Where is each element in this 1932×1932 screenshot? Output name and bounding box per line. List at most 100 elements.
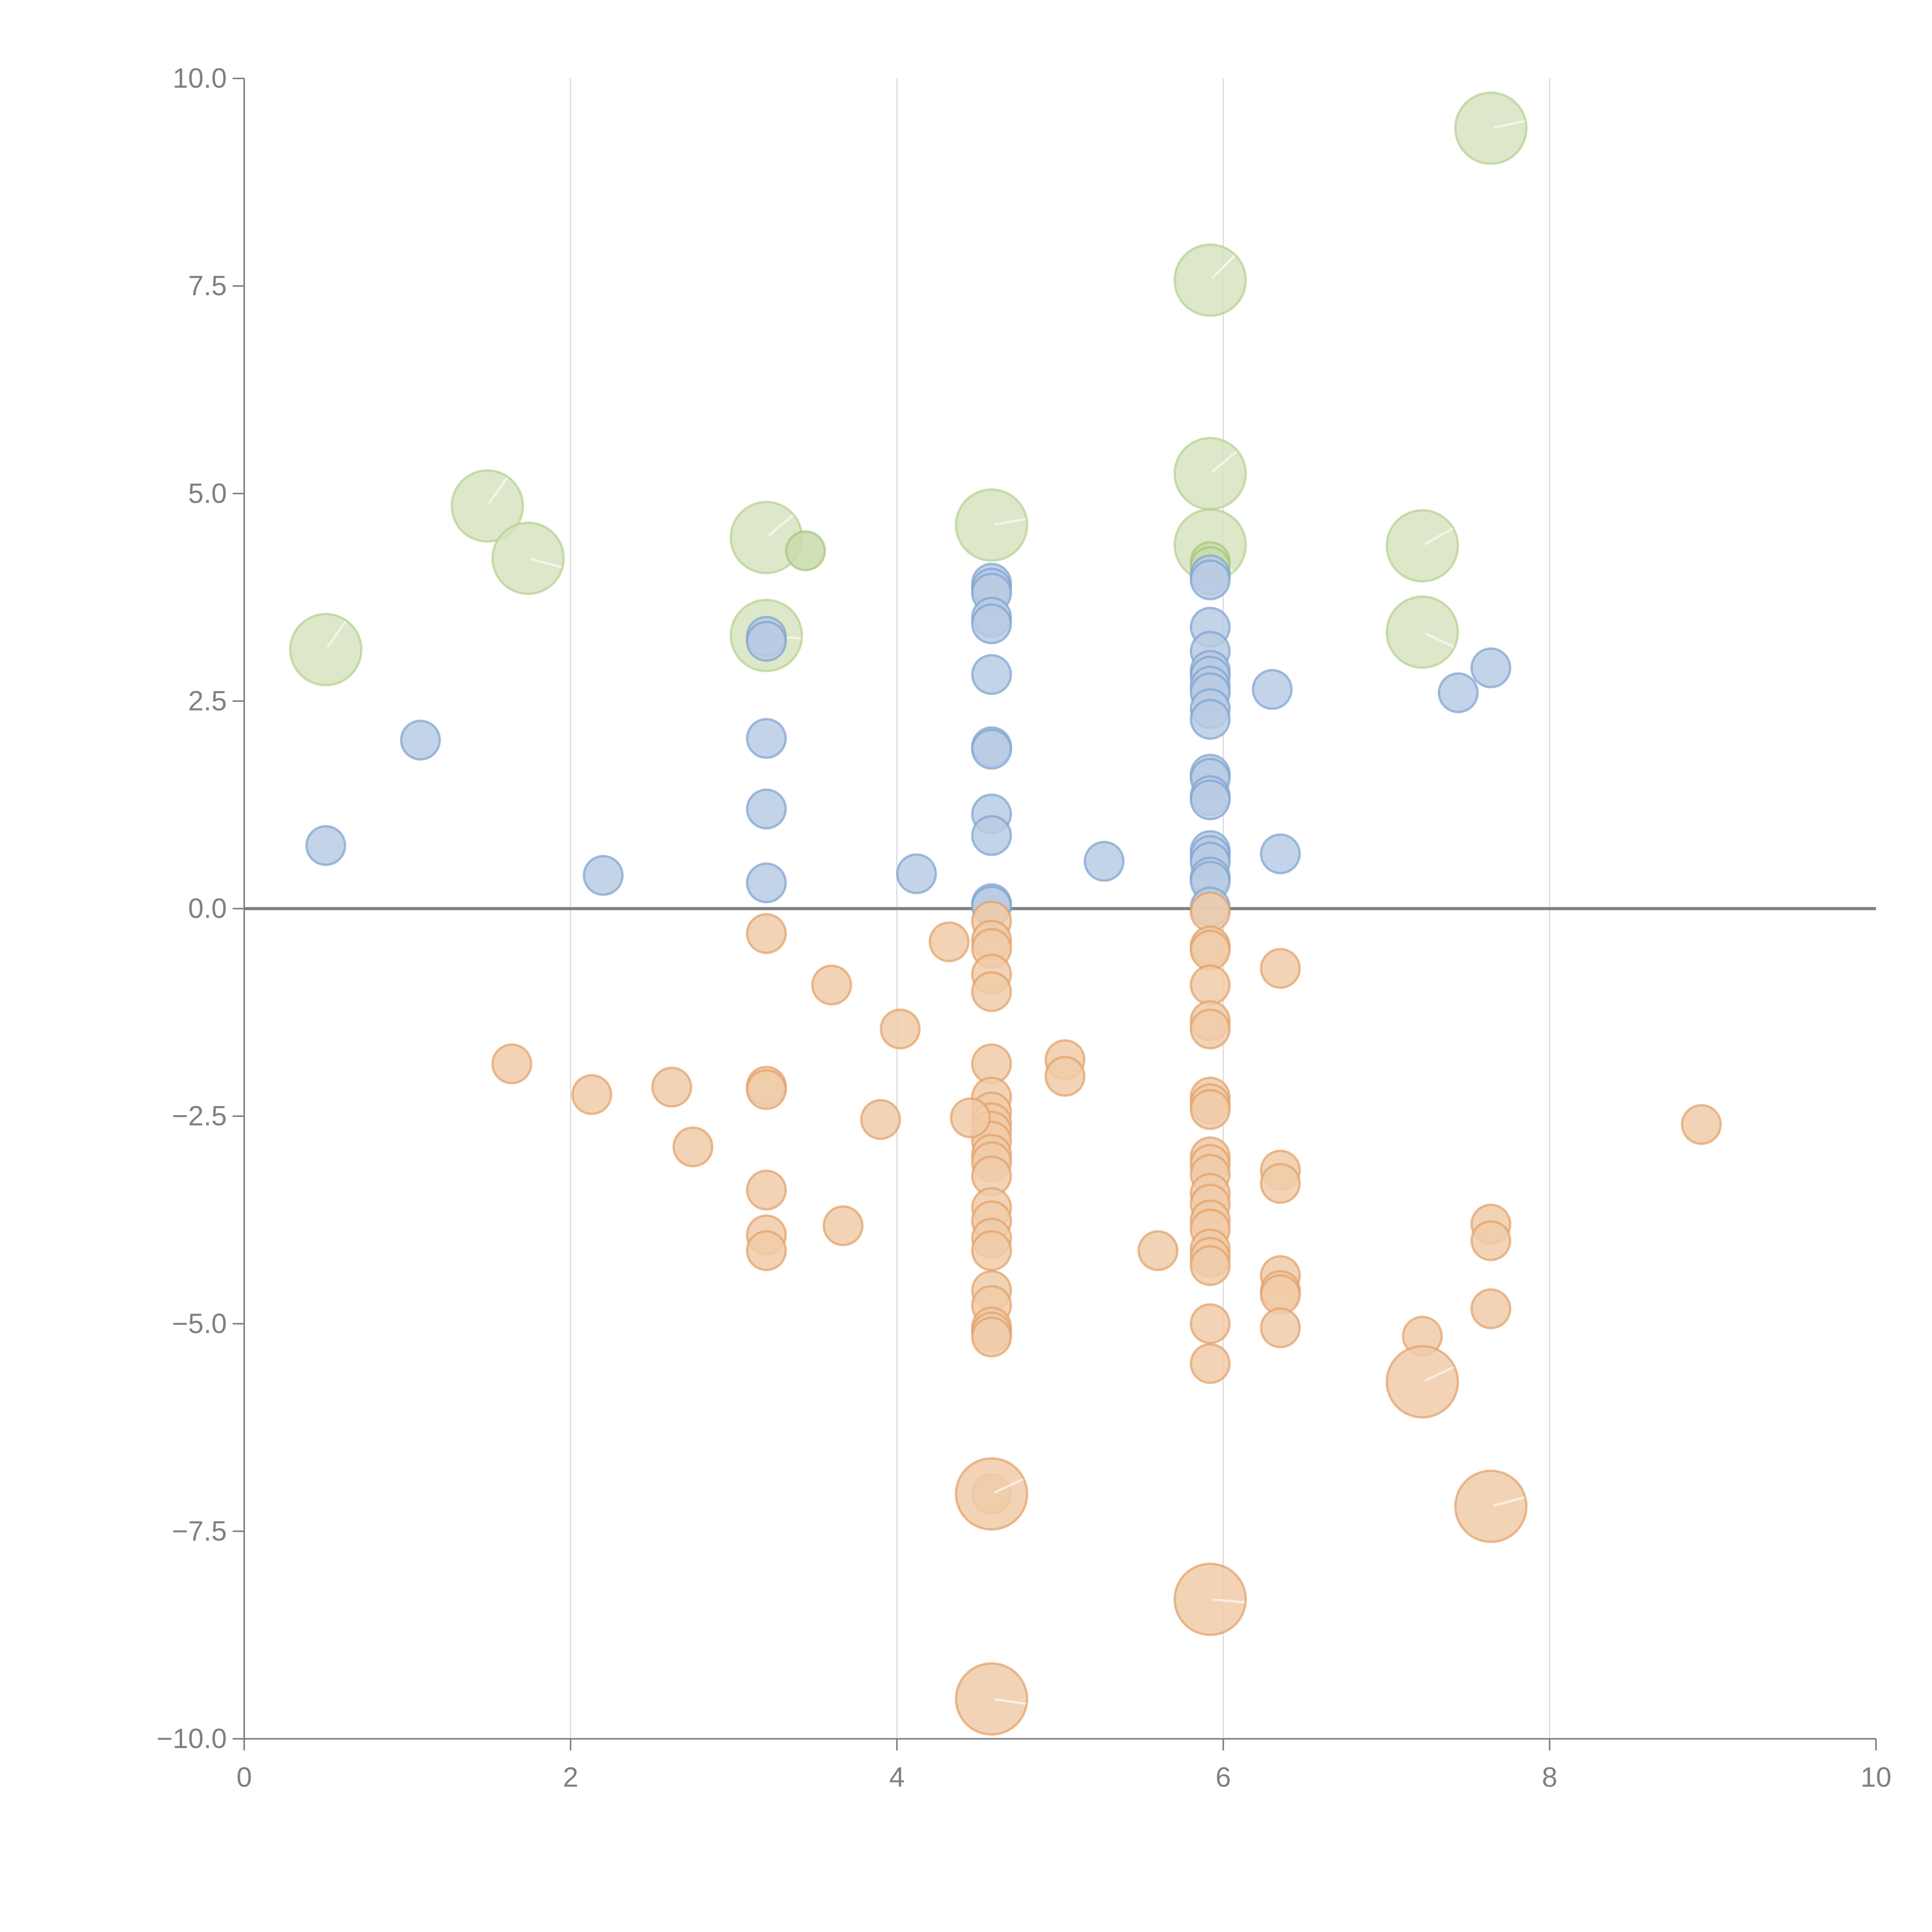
point-direction-needle bbox=[1493, 120, 1525, 129]
series-large-positive bbox=[289, 91, 1528, 687]
data-point bbox=[1252, 669, 1293, 710]
data-point bbox=[1083, 841, 1125, 882]
data-point bbox=[400, 719, 441, 761]
y-axis-ticks: 10.0 7.5 5.0 2.5 0.0 −2.5 −5.0 −7.5 −10.0 bbox=[156, 63, 244, 1754]
point-direction-needle bbox=[994, 1478, 1024, 1493]
data-point bbox=[1386, 509, 1459, 583]
data-point bbox=[651, 1066, 692, 1108]
data-point bbox=[1190, 779, 1231, 821]
data-point bbox=[746, 788, 787, 830]
data-point bbox=[1190, 1009, 1231, 1050]
data-point bbox=[672, 1126, 714, 1168]
data-point bbox=[1190, 1245, 1231, 1286]
data-point bbox=[1190, 891, 1231, 933]
data-point bbox=[971, 971, 1012, 1012]
y-tick-label: −7.5 bbox=[172, 1516, 227, 1547]
point-direction-needle bbox=[994, 1698, 1026, 1705]
data-point bbox=[1190, 929, 1231, 971]
point-direction-needle bbox=[768, 514, 794, 536]
data-point bbox=[879, 1009, 921, 1050]
y-tick-label: −2.5 bbox=[172, 1101, 227, 1132]
data-point bbox=[1386, 595, 1459, 669]
point-direction-needle bbox=[531, 558, 562, 568]
data-point bbox=[896, 853, 937, 895]
data-point bbox=[1681, 1104, 1722, 1145]
data-point bbox=[955, 1662, 1029, 1736]
point-direction-needle bbox=[1425, 1366, 1454, 1381]
data-point bbox=[1173, 437, 1247, 510]
data-point bbox=[950, 1097, 991, 1138]
series-small-negative bbox=[491, 891, 1722, 1515]
data-point bbox=[1454, 1469, 1528, 1543]
data-point bbox=[1190, 559, 1231, 600]
data-point bbox=[1386, 1345, 1459, 1419]
data-points bbox=[289, 91, 1722, 1736]
y-tick-label: 10.0 bbox=[173, 63, 227, 94]
x-tick-label: 6 bbox=[1216, 1762, 1231, 1793]
data-point bbox=[289, 613, 363, 687]
y-tick-label: 7.5 bbox=[188, 270, 227, 301]
data-point bbox=[1470, 1220, 1512, 1261]
data-point bbox=[451, 469, 524, 543]
point-direction-needle bbox=[1213, 1598, 1245, 1604]
data-point bbox=[1173, 1563, 1247, 1636]
x-tick-label: 10 bbox=[1861, 1762, 1891, 1793]
data-point bbox=[1260, 948, 1301, 989]
point-direction-needle bbox=[1425, 633, 1454, 648]
series-small-positive bbox=[305, 554, 1512, 928]
x-tick-label: 2 bbox=[563, 1762, 578, 1793]
data-point bbox=[1190, 1303, 1231, 1344]
data-point bbox=[305, 825, 347, 866]
point-direction-needle bbox=[488, 477, 508, 504]
data-point bbox=[860, 1099, 901, 1140]
y-tick-label: 5.0 bbox=[188, 478, 227, 509]
data-point bbox=[822, 1205, 864, 1247]
data-point bbox=[746, 1169, 787, 1211]
data-point bbox=[746, 862, 787, 903]
x-tick-label: 0 bbox=[236, 1762, 252, 1793]
data-point bbox=[1470, 1288, 1512, 1330]
data-point bbox=[971, 603, 1012, 645]
data-point bbox=[746, 913, 787, 954]
data-point bbox=[746, 1230, 787, 1271]
data-point bbox=[1173, 243, 1247, 317]
data-point bbox=[971, 1316, 1012, 1358]
data-point bbox=[1137, 1230, 1179, 1271]
data-point bbox=[1437, 672, 1479, 713]
x-tick-label: 8 bbox=[1542, 1762, 1557, 1793]
y-tick-label: 2.5 bbox=[188, 685, 227, 716]
x-tick-label: 4 bbox=[889, 1762, 905, 1793]
data-point bbox=[1260, 833, 1301, 874]
data-point bbox=[1260, 1307, 1301, 1349]
x-axis-ticks: 0 2 4 6 8 10 bbox=[236, 1739, 1891, 1793]
data-point bbox=[491, 1043, 532, 1085]
data-point bbox=[1454, 91, 1528, 165]
data-point bbox=[971, 654, 1012, 695]
data-point bbox=[491, 521, 565, 595]
y-tick-label: −10.0 bbox=[156, 1723, 227, 1754]
data-point bbox=[1190, 1343, 1231, 1384]
y-tick-label: 0.0 bbox=[188, 893, 227, 924]
data-point bbox=[1190, 1089, 1231, 1130]
y-tick-label: −5.0 bbox=[172, 1308, 227, 1339]
data-point bbox=[1044, 1056, 1086, 1097]
data-point bbox=[971, 728, 1012, 770]
point-direction-needle bbox=[1212, 255, 1235, 279]
data-point bbox=[955, 488, 1029, 562]
data-point bbox=[746, 621, 787, 662]
data-point bbox=[746, 1069, 787, 1110]
point-direction-needle bbox=[1212, 451, 1237, 473]
data-point bbox=[971, 1230, 1012, 1271]
point-direction-needle bbox=[327, 621, 347, 648]
data-point bbox=[746, 718, 787, 759]
point-direction-needle bbox=[1424, 527, 1453, 545]
data-point bbox=[1190, 964, 1231, 1006]
data-point bbox=[571, 1074, 612, 1115]
data-point bbox=[955, 1457, 1029, 1531]
point-direction-needle bbox=[1493, 1496, 1525, 1507]
data-point bbox=[583, 855, 624, 896]
data-point bbox=[1470, 647, 1512, 689]
data-point bbox=[929, 921, 970, 963]
series-large-negative bbox=[955, 1345, 1528, 1736]
